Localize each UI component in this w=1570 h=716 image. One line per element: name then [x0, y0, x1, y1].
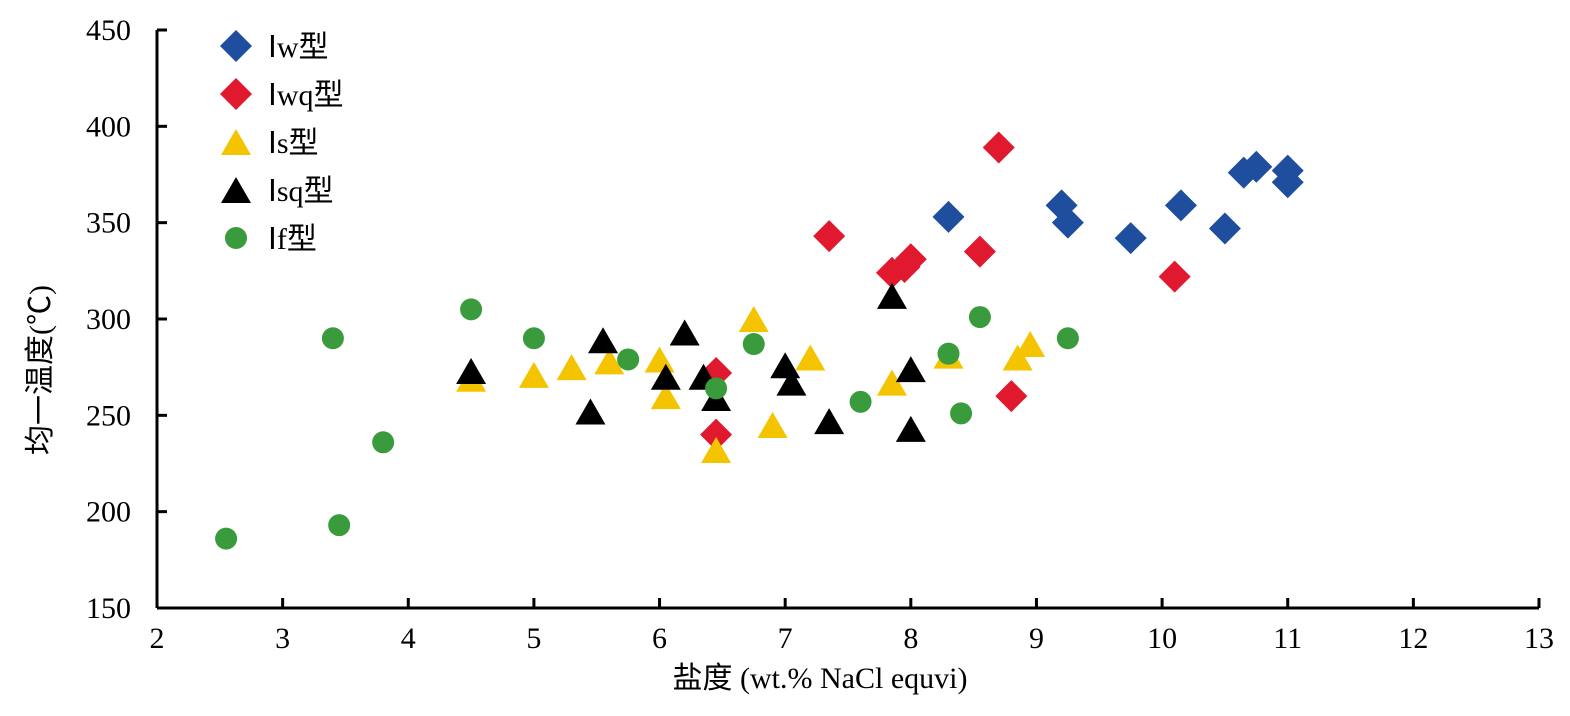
- data-point-series-3: [795, 344, 826, 371]
- y-tick-label: 250: [86, 399, 131, 432]
- data-point-series-5: [937, 342, 960, 365]
- legend-marker-series-3: [221, 129, 251, 155]
- legend-marker-series-2: [220, 78, 252, 110]
- x-tick-label: 9: [1029, 622, 1044, 655]
- data-point-series-3: [518, 361, 549, 388]
- data-point-series-3: [650, 383, 681, 410]
- x-tick-label: 10: [1147, 622, 1177, 655]
- legend-label-series-3: Ⅰs型: [268, 127, 319, 160]
- data-point-series-2: [995, 380, 1028, 413]
- data-point-series-1: [1208, 212, 1241, 245]
- x-tick-label: 5: [526, 622, 541, 655]
- y-tick-label: 400: [86, 110, 131, 143]
- x-tick-label: 3: [275, 622, 290, 655]
- data-point-series-4: [575, 398, 606, 425]
- data-point-series-1: [1164, 189, 1197, 222]
- data-point-series-5: [1056, 327, 1079, 350]
- data-points: [215, 131, 1304, 550]
- data-point-series-2: [813, 220, 846, 253]
- y-tick-label: 300: [86, 303, 131, 336]
- data-point-series-1: [932, 200, 965, 233]
- y-tick-label: 200: [86, 496, 131, 529]
- legend-label-series-4: Ⅰsq型: [268, 175, 334, 208]
- legend-marker-series-4: [221, 177, 251, 203]
- x-tick-label: 6: [652, 622, 667, 655]
- data-point-series-3: [644, 346, 675, 373]
- data-point-series-5: [849, 390, 872, 413]
- data-point-series-2: [963, 235, 996, 268]
- x-axis-label: 盐度 (wt.% NaCl equvi): [673, 662, 968, 695]
- data-point-series-2: [982, 131, 1015, 164]
- data-point-series-1: [1240, 150, 1273, 183]
- data-point-series-4: [456, 358, 487, 385]
- x-tick-label: 11: [1273, 622, 1302, 655]
- x-tick-label: 4: [401, 622, 416, 655]
- data-point-series-1: [1271, 166, 1304, 199]
- x-tick-label: 12: [1398, 622, 1428, 655]
- data-point-series-1: [1114, 222, 1147, 255]
- data-point-series-4: [814, 408, 845, 435]
- x-tick-label: 2: [150, 622, 165, 655]
- data-point-series-3: [757, 411, 788, 438]
- x-tick-label: 8: [903, 622, 918, 655]
- data-point-series-4: [669, 319, 700, 346]
- data-point-series-4: [895, 415, 926, 442]
- data-point-series-5: [522, 327, 545, 350]
- legend-label-series-2: Ⅰwq型: [268, 79, 344, 112]
- axes: [155, 30, 1539, 610]
- legend: Ⅰw型 Ⅰwq型 Ⅰs型 Ⅰsq型 Ⅰf型: [220, 30, 344, 256]
- data-point-series-3: [738, 306, 769, 332]
- data-point-series-4: [876, 282, 907, 309]
- legend-label-series-5: Ⅰf型: [268, 223, 317, 256]
- data-point-series-3: [701, 437, 732, 464]
- data-point-series-4: [650, 363, 681, 390]
- data-point-series-4: [776, 369, 807, 396]
- data-point-series-5: [321, 327, 344, 350]
- data-point-series-2: [1158, 260, 1191, 293]
- y-tick-label: 450: [86, 14, 131, 47]
- legend-label-series-1: Ⅰw型: [268, 31, 329, 64]
- data-point-series-5: [460, 298, 483, 321]
- y-tick-label: 150: [86, 592, 131, 625]
- data-point-series-5: [742, 333, 765, 356]
- data-point-series-3: [1015, 331, 1046, 358]
- data-point-series-5: [617, 348, 640, 371]
- data-point-series-3: [594, 348, 625, 375]
- data-point-series-5: [705, 377, 728, 400]
- data-point-series-4: [588, 327, 619, 354]
- data-point-series-3: [556, 354, 587, 381]
- data-point-series-2: [700, 418, 733, 451]
- data-point-series-4: [770, 352, 801, 379]
- data-point-series-5: [950, 402, 973, 425]
- x-tick-label: 13: [1524, 622, 1554, 655]
- data-point-series-5: [328, 514, 351, 537]
- y-axis-label: 均一温度(℃): [24, 285, 57, 455]
- data-point-series-5: [968, 306, 991, 329]
- ticks: 2 3 4 5 6 7 8 9 10 11 12 13 150 200 250 300 350 400 450: [86, 14, 1554, 655]
- data-point-series-5: [372, 431, 395, 454]
- data-point-series-3: [1002, 344, 1033, 371]
- data-point-series-2: [894, 243, 927, 276]
- data-point-series-4: [895, 356, 926, 383]
- y-tick-label: 350: [86, 207, 131, 240]
- data-point-series-5: [215, 527, 238, 550]
- data-point-series-3: [876, 369, 907, 396]
- legend-marker-series-1: [220, 30, 252, 62]
- data-point-series-1: [1051, 206, 1084, 239]
- legend-marker-series-5: [225, 227, 247, 249]
- x-tick-label: 7: [778, 622, 793, 655]
